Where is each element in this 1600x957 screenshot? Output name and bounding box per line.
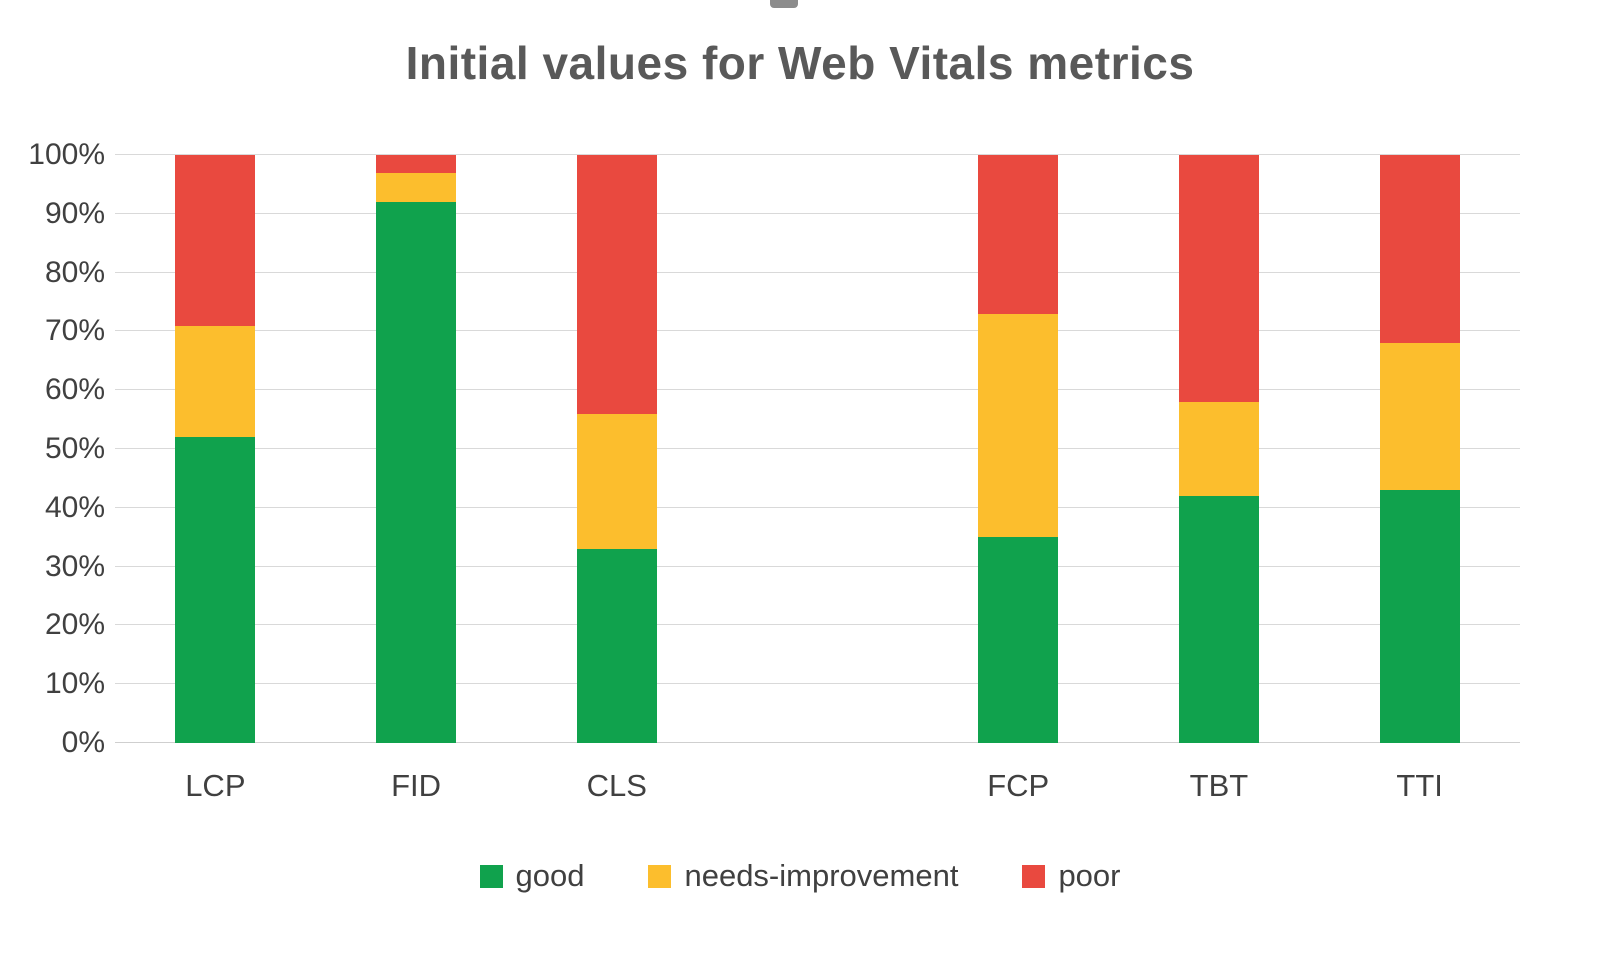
legend-item-poor: poor bbox=[1022, 858, 1120, 894]
bar-fcp bbox=[978, 155, 1059, 743]
bar-segment-good bbox=[175, 437, 256, 743]
gridline bbox=[115, 389, 1520, 391]
bar-segment-poor bbox=[175, 155, 256, 326]
bar-segment-needs-improvement bbox=[576, 413, 657, 549]
bar-segment-poor bbox=[376, 155, 457, 173]
legend-label: needs-improvement bbox=[684, 858, 959, 893]
x-axis-label: LCP bbox=[185, 768, 246, 803]
bar-segment-poor bbox=[576, 155, 657, 414]
bar-segment-needs-improvement bbox=[1178, 401, 1259, 497]
bar-segment-needs-improvement bbox=[175, 325, 256, 438]
x-axis-label: TBT bbox=[1189, 768, 1249, 803]
legend-label: poor bbox=[1058, 858, 1121, 893]
legend-swatch-icon bbox=[648, 864, 672, 888]
bar-segment-poor bbox=[978, 155, 1059, 314]
bar-segment-needs-improvement bbox=[376, 172, 457, 203]
y-axis: 0% 10% 20% 30% 40% 50% 60% 70% 80% 90% 100% bbox=[0, 138, 105, 759]
y-tick-label: 40% bbox=[44, 490, 105, 524]
legend-item-good: good bbox=[479, 858, 585, 894]
bar-segment-poor bbox=[1178, 155, 1259, 402]
y-tick-label: 60% bbox=[44, 373, 105, 407]
y-tick-label: 10% bbox=[44, 667, 105, 701]
gridline bbox=[115, 212, 1520, 214]
legend-swatch-icon bbox=[479, 864, 503, 888]
y-tick-label: 50% bbox=[44, 432, 105, 465]
bar-segment-needs-improvement bbox=[978, 313, 1059, 538]
bar-lcp bbox=[175, 155, 256, 743]
gridline bbox=[115, 565, 1520, 567]
legend: good needs-improvement poor bbox=[0, 858, 1600, 894]
gridline bbox=[115, 624, 1520, 626]
gridline bbox=[115, 271, 1520, 273]
y-tick-label: 0% bbox=[61, 726, 105, 759]
y-tick-label: 90% bbox=[44, 196, 105, 230]
cropped-top-artifact bbox=[770, 0, 798, 8]
x-axis-label: FCP bbox=[987, 768, 1050, 803]
bar-segment-good bbox=[376, 202, 457, 743]
bar-segment-good bbox=[1379, 490, 1460, 743]
x-axis: LCP FID CLS FCP TBT TTI bbox=[115, 768, 1520, 812]
bar-segment-good bbox=[978, 537, 1059, 743]
bar-tti bbox=[1379, 155, 1460, 743]
gridline bbox=[115, 448, 1520, 449]
legend-swatch-icon bbox=[1022, 864, 1046, 888]
gridline bbox=[115, 742, 1520, 743]
gridline bbox=[115, 154, 1520, 155]
legend-label: good bbox=[515, 858, 585, 893]
legend-item-needs-improvement: needs-improvement bbox=[648, 858, 958, 894]
gridline bbox=[115, 506, 1520, 508]
bar-fid bbox=[376, 155, 457, 743]
y-tick-label: 20% bbox=[44, 608, 105, 642]
x-axis-label: TTI bbox=[1396, 768, 1443, 803]
chart-title: Initial values for Web Vitals metrics bbox=[405, 37, 1195, 89]
bar-segment-poor bbox=[1379, 155, 1460, 344]
bar-tbt bbox=[1178, 155, 1259, 743]
bar-segment-good bbox=[1178, 496, 1259, 743]
gridline bbox=[115, 683, 1520, 685]
gridline bbox=[115, 330, 1520, 332]
bar-cls bbox=[576, 155, 657, 743]
y-tick-label: 70% bbox=[44, 314, 105, 348]
y-tick-label: 30% bbox=[44, 549, 105, 583]
x-axis-label: FID bbox=[391, 768, 442, 803]
plot-area bbox=[115, 154, 1520, 743]
y-tick-label: 80% bbox=[44, 255, 105, 289]
bar-segment-good bbox=[576, 548, 657, 743]
bar-segment-needs-improvement bbox=[1379, 343, 1460, 491]
x-axis-label: CLS bbox=[586, 768, 647, 803]
y-tick-label: 100% bbox=[28, 138, 105, 171]
